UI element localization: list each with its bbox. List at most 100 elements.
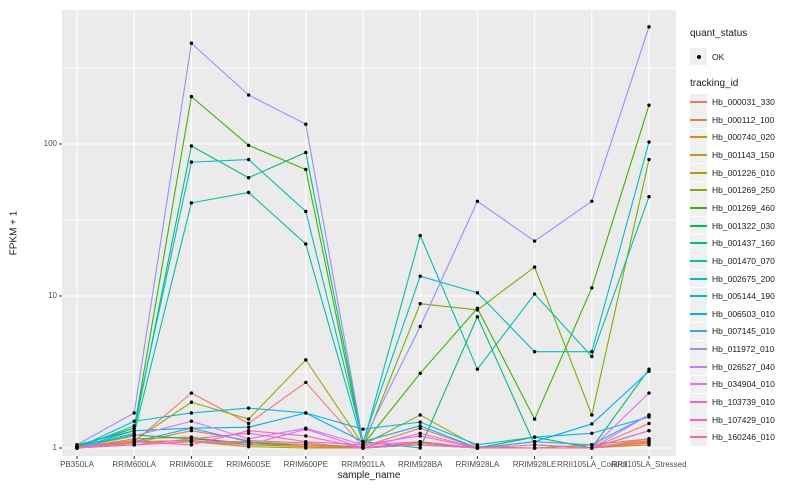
x-axis-title: sample_name [337, 470, 401, 481]
legend-line-icon [690, 224, 707, 227]
legend-key-Hb_103739_010: Hb_103739_010 [690, 393, 775, 411]
legend-key-label: Hb_026527_040 [712, 361, 775, 372]
legend-key-label: Hb_000740_020 [712, 132, 775, 143]
legend-key-Hb_001437_160: Hb_001437_160 [690, 234, 775, 252]
legend-line-icon [690, 312, 707, 315]
legend-swatch-box [690, 411, 707, 429]
legend-key-Hb_034904_010: Hb_034904_010 [690, 375, 775, 393]
legend-swatch-box [690, 305, 707, 323]
legend-key-label: OK [712, 51, 725, 62]
legend-key-label: Hb_034904_010 [712, 379, 775, 390]
legend-swatch-box [690, 287, 707, 305]
legend: quant_status OK tracking_id Hb_000031_33… [686, 0, 800, 500]
legend-swatch-box [690, 340, 707, 358]
legend-key-label: Hb_001143_150 [712, 149, 775, 160]
legend-key-Hb_001470_070: Hb_001470_070 [690, 252, 775, 270]
legend-line-icon [690, 206, 707, 209]
x-tick-label: PB350LA [60, 460, 94, 469]
x-tick-label: RRIM928BA [397, 460, 443, 469]
legend-key-Hb_026527_040: Hb_026527_040 [690, 358, 775, 376]
legend-key-Hb_160246_010: Hb_160246_010 [690, 428, 775, 446]
legend-swatch-box [690, 375, 707, 393]
legend-line-icon [690, 330, 707, 333]
x-tick-label: RRII105LA_Stressed [611, 460, 687, 469]
legend-line-icon [690, 242, 707, 245]
legend-line-icon [690, 436, 707, 439]
legend-key-Hb_000112_100: Hb_000112_100 [690, 111, 775, 129]
legend-line-icon [690, 153, 707, 156]
legend-key-label: Hb_000031_330 [712, 97, 775, 107]
legend-key-Hb_002675_200: Hb_002675_200 [690, 270, 775, 287]
legend-line-icon [690, 171, 707, 174]
x-tick-label: RRIM600SE [226, 460, 271, 469]
legend-swatch-box [690, 146, 707, 164]
legend-title-quant-status: quant_status [690, 28, 748, 39]
y-axis-title: FPKM + 1 [8, 210, 20, 256]
legend-line-icon [690, 401, 707, 404]
legend-key-label: Hb_000112_100 [712, 114, 775, 125]
legend-swatch-box [690, 393, 707, 411]
legend-swatch-box [690, 164, 707, 182]
legend-key-Hb_011972_010: Hb_011972_010 [690, 340, 775, 358]
legend-title-tracking-id: tracking_id [690, 78, 739, 89]
legend-key-Hb_000740_020: Hb_000740_020 [690, 128, 775, 146]
legend-line-icon [690, 136, 707, 139]
legend-line-icon [690, 118, 707, 121]
legend-key-label: Hb_107429_010 [712, 414, 775, 425]
legend-key-label: Hb_001322_030 [712, 220, 775, 231]
legend-line-icon [690, 277, 707, 280]
legend-swatch-box [690, 358, 707, 376]
legend-line-icon [690, 418, 707, 421]
legend-line-icon [690, 348, 707, 351]
x-tick-label: RRIM928LE [512, 460, 557, 469]
legend-key-label: Hb_001269_250 [712, 185, 775, 196]
legend-line-icon [690, 189, 707, 192]
legend-swatch-box [690, 128, 707, 146]
legend-key-label: Hb_001226_010 [712, 167, 775, 178]
legend-line-icon [690, 295, 707, 298]
ok-point-icon [696, 54, 701, 59]
x-tick-label: RRIM600LA [112, 460, 156, 469]
legend-swatch-box [690, 322, 707, 340]
legend-key-Hb_006503_010: Hb_006503_010 [690, 305, 775, 323]
legend-swatch-box [690, 217, 707, 235]
legend-swatch-box [690, 181, 707, 199]
legend-key-label: Hb_103739_010 [712, 397, 775, 408]
legend-key-Hb_001322_030: Hb_001322_030 [690, 217, 775, 235]
legend-swatch-box [690, 234, 707, 252]
legend-key-label: Hb_001269_460 [712, 202, 775, 213]
legend-key-Hb_005144_190: Hb_005144_190 [690, 287, 775, 305]
legend-swatch-box [690, 199, 707, 217]
legend-key-label: Hb_007145_010 [712, 326, 775, 337]
legend-line-icon [690, 365, 707, 368]
x-tick-label: RRII105LA_Control [557, 460, 627, 469]
x-tick-label: RRIM600LE [169, 460, 214, 469]
series-points-Hb_011972_010 [75, 25, 651, 447]
y-tick-label: 100 [43, 139, 57, 148]
y-tick-label: 1 [52, 443, 57, 452]
legend-line-icon [690, 101, 707, 103]
legend-key-Hb_007145_010: Hb_007145_010 [690, 322, 775, 340]
panel-background [62, 10, 676, 456]
legend-key-Hb_001143_150: Hb_001143_150 [690, 146, 775, 164]
legend-key-label: Hb_001437_160 [712, 238, 775, 249]
x-tick-label: RRIM928LA [455, 460, 500, 469]
legend-key-Hb_001269_250: Hb_001269_250 [690, 181, 775, 199]
legend-key-Hb_001269_460: Hb_001269_460 [690, 199, 775, 217]
legend-key-Hb_107429_010: Hb_107429_010 [690, 411, 775, 429]
legend-line-icon [690, 383, 707, 386]
legend-key-label: Hb_001470_070 [712, 255, 775, 266]
y-tick-label: 10 [48, 291, 57, 300]
legend-key-Hb_000031_330: Hb_000031_330 [690, 93, 775, 111]
legend-line-icon [690, 259, 707, 262]
legend-key-label: Hb_160246_010 [712, 432, 775, 443]
gridlines-vertical [76, 10, 650, 456]
x-tick-label: RRIM600PE [283, 460, 329, 469]
legend-key-label: Hb_011972_010 [712, 344, 775, 355]
x-tick-label: RRIM901LA [341, 460, 385, 469]
legend-swatch-box [690, 270, 707, 287]
series-points-Hb_160246_010 [75, 440, 651, 450]
legend-swatch-box [690, 48, 707, 65]
